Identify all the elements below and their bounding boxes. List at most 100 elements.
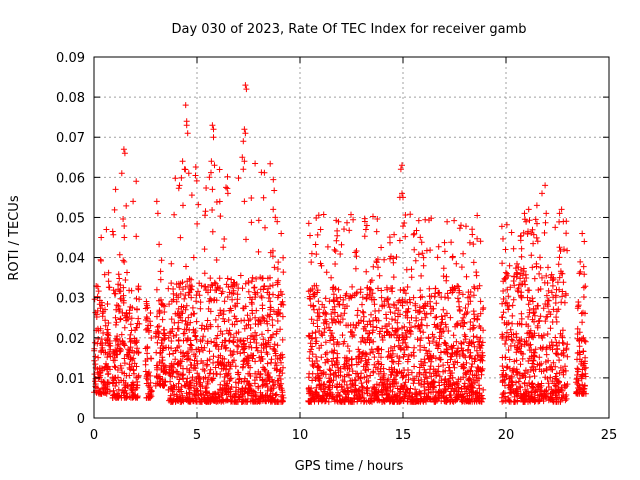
data-point xyxy=(415,251,422,258)
data-point xyxy=(466,293,473,300)
data-point xyxy=(525,334,532,341)
data-point xyxy=(352,249,359,256)
data-point xyxy=(460,314,467,321)
data-point xyxy=(172,347,179,354)
data-point xyxy=(193,177,200,184)
data-point xyxy=(366,330,373,337)
data-point xyxy=(561,246,567,253)
data-point xyxy=(506,262,513,269)
data-point xyxy=(580,294,587,300)
data-point xyxy=(400,223,406,230)
data-point xyxy=(248,195,255,201)
data-point xyxy=(241,325,248,332)
data-point xyxy=(533,260,540,267)
x-tick-label: 15 xyxy=(395,428,412,443)
data-point xyxy=(364,336,371,343)
data-point xyxy=(442,294,448,301)
data-point xyxy=(378,287,385,294)
data-point xyxy=(224,396,231,403)
data-point xyxy=(543,210,550,217)
data-point xyxy=(379,337,386,343)
data-point xyxy=(354,307,361,314)
data-point xyxy=(121,234,128,241)
data-point xyxy=(520,265,527,272)
data-point xyxy=(458,222,464,229)
data-point xyxy=(312,329,319,336)
data-point xyxy=(500,367,507,374)
data-point xyxy=(348,388,355,395)
data-point xyxy=(500,288,507,294)
data-point xyxy=(116,275,123,282)
data-point xyxy=(216,275,223,282)
data-point xyxy=(544,331,551,337)
data-point xyxy=(202,397,208,404)
data-point xyxy=(112,383,119,389)
data-point xyxy=(213,371,220,378)
data-point xyxy=(113,379,120,386)
data-point xyxy=(133,339,140,346)
data-point xyxy=(443,310,450,317)
data-point xyxy=(183,263,189,270)
data-point xyxy=(345,387,352,394)
data-point xyxy=(215,346,222,353)
data-point xyxy=(550,306,557,313)
data-point xyxy=(364,321,371,328)
data-point xyxy=(121,342,128,349)
data-point xyxy=(513,368,519,375)
data-point xyxy=(401,220,408,226)
data-point xyxy=(265,327,271,334)
data-point xyxy=(220,244,227,251)
data-point xyxy=(417,342,424,349)
data-point xyxy=(548,289,555,296)
data-point xyxy=(222,345,229,352)
data-point xyxy=(433,300,440,307)
data-point xyxy=(115,271,122,278)
data-point xyxy=(204,361,211,368)
data-point xyxy=(444,290,451,297)
data-point xyxy=(406,389,413,396)
data-point xyxy=(355,320,362,327)
data-point xyxy=(120,292,127,299)
data-point xyxy=(470,292,477,299)
data-point xyxy=(451,388,458,395)
data-point xyxy=(430,338,436,345)
data-point xyxy=(322,351,329,358)
data-point xyxy=(363,222,370,229)
data-point xyxy=(564,353,571,360)
data-point xyxy=(475,375,482,382)
data-point xyxy=(130,392,137,398)
data-point xyxy=(555,261,562,268)
data-point xyxy=(316,328,323,334)
data-point xyxy=(368,294,374,301)
data-point xyxy=(94,340,101,347)
data-point xyxy=(380,396,387,403)
data-point xyxy=(280,269,287,276)
x-tick-label: 20 xyxy=(498,428,515,443)
data-point xyxy=(332,248,339,255)
data-point xyxy=(459,398,465,405)
data-point xyxy=(267,392,274,399)
data-point xyxy=(537,344,544,351)
data-point xyxy=(363,268,370,275)
data-point xyxy=(262,224,268,231)
data-point xyxy=(468,355,475,362)
data-point xyxy=(500,235,506,242)
data-point xyxy=(526,373,533,380)
data-point xyxy=(180,202,186,209)
data-point xyxy=(223,391,230,398)
data-point xyxy=(530,357,537,364)
data-points xyxy=(91,82,589,405)
data-point xyxy=(514,346,521,353)
data-point xyxy=(310,320,317,327)
data-point xyxy=(218,392,225,399)
data-point xyxy=(135,350,142,356)
data-point xyxy=(383,315,390,322)
data-point xyxy=(320,369,327,376)
data-point xyxy=(221,356,228,362)
data-point xyxy=(562,384,568,391)
data-point xyxy=(428,293,435,300)
data-point xyxy=(258,293,265,300)
data-point xyxy=(528,333,535,340)
data-point xyxy=(142,305,149,312)
data-point xyxy=(366,318,373,325)
